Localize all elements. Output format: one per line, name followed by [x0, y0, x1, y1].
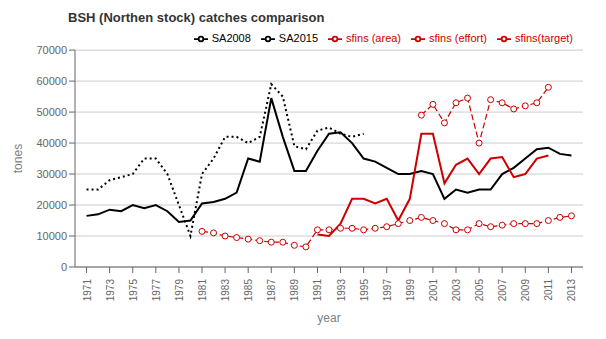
svg-text:2013: 2013 — [566, 279, 577, 302]
svg-text:1985: 1985 — [243, 279, 254, 302]
html-text:sfins(target): sfins(target) — [514, 32, 573, 44]
svg-text:40000: 40000 — [36, 137, 67, 149]
svg-text:1979: 1979 — [174, 279, 185, 302]
svg-text:1997: 1997 — [382, 279, 393, 302]
svg-text:30000: 30000 — [36, 168, 67, 180]
svg-text:20000: 20000 — [36, 199, 67, 211]
svg-text:70000: 70000 — [36, 44, 67, 56]
svg-text:2003: 2003 — [451, 279, 462, 302]
svg-text:2007: 2007 — [497, 279, 508, 302]
svg-text:year: year — [317, 311, 340, 325]
html-text:SA2008: SA2008 — [211, 32, 251, 44]
html-text:BSH (Northen stock) catches co: BSH (Northen stock) catches comparison — [68, 10, 325, 25]
svg-text:1975: 1975 — [128, 279, 139, 302]
svg-text:1993: 1993 — [336, 279, 347, 302]
svg-text:1973: 1973 — [105, 279, 116, 302]
html-text:SA2015: SA2015 — [278, 32, 318, 44]
svg-text:1977: 1977 — [151, 279, 162, 302]
svg-text:50000: 50000 — [36, 106, 67, 118]
svg-text:1987: 1987 — [266, 279, 277, 302]
svg-text:1971: 1971 — [82, 279, 93, 302]
svg-text:1991: 1991 — [312, 279, 323, 302]
svg-text:0: 0 — [61, 261, 67, 273]
html-text:sfins (area): sfins (area) — [346, 32, 401, 44]
svg-text:2005: 2005 — [474, 279, 485, 302]
svg-text:1981: 1981 — [197, 279, 208, 302]
svg-text:2001: 2001 — [428, 279, 439, 302]
svg-text:1995: 1995 — [359, 279, 370, 302]
html-text:sfins (effort): sfins (effort) — [429, 32, 487, 44]
svg-text:1999: 1999 — [405, 279, 416, 302]
svg-text:1989: 1989 — [289, 279, 300, 302]
svg-text:2011: 2011 — [543, 279, 554, 301]
svg-text:60000: 60000 — [36, 75, 67, 87]
svg-text:1983: 1983 — [220, 279, 231, 302]
svg-text:tones: tones — [11, 144, 25, 173]
svg-text:10000: 10000 — [36, 230, 67, 242]
svg-text:2009: 2009 — [520, 279, 531, 302]
